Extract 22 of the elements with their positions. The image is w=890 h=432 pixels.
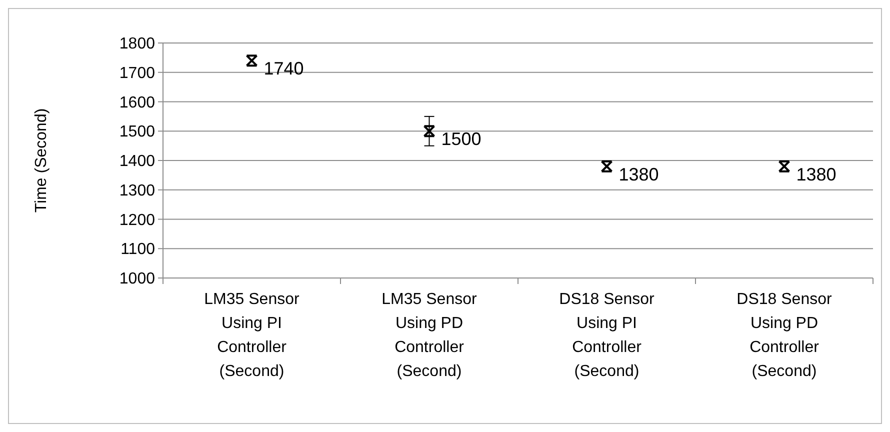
point	[778, 160, 790, 172]
y-tick-label: 1400	[119, 153, 156, 170]
y-tick-label: 1200	[119, 212, 156, 229]
data-label: 1740	[264, 58, 304, 79]
point	[600, 160, 613, 172]
y-axis-title: Time (Second)	[33, 108, 50, 213]
x-tick-label: LM35 Sensor Using PD Controller (Second)	[382, 291, 478, 380]
y-tick-label: 1500	[119, 124, 156, 141]
x-tick-label: DS18 Sensor Using PI Controller (Second)	[559, 291, 655, 380]
point	[246, 54, 258, 67]
y-tick-label: 1800	[119, 36, 156, 53]
y-tick-label: 1000	[119, 270, 156, 288]
x-tick-label: LM35 Sensor Using PI Controller (Second)	[204, 291, 300, 380]
y-tick-label: 1600	[119, 94, 156, 112]
data-label: 1380	[796, 164, 836, 184]
x-tick-label: DS18 Sensor Using PD Controller (Second)	[736, 291, 832, 380]
data-label: 1380	[618, 164, 659, 184]
y-tick-label: 1700	[119, 64, 156, 82]
y-tick-label: 1300	[119, 182, 156, 200]
point	[423, 125, 436, 138]
y-tick-label: 1100	[120, 241, 156, 258]
data-label: 1500	[441, 129, 482, 150]
